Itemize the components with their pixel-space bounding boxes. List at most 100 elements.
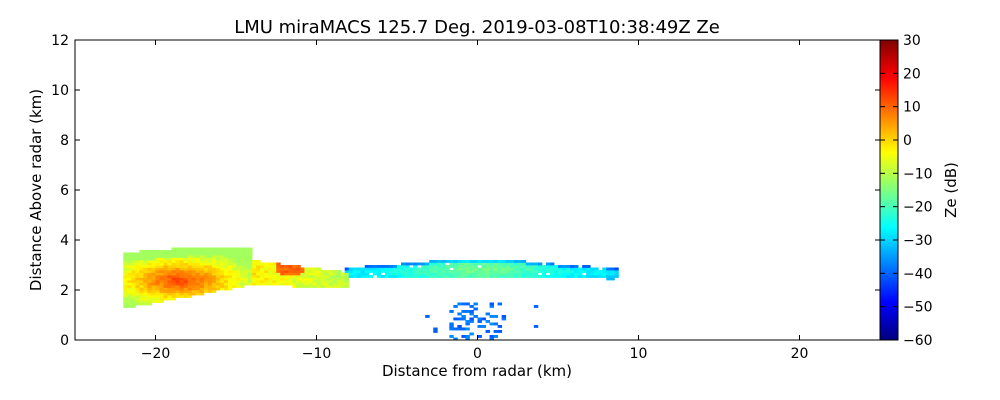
- radar-cell: [207, 265, 213, 268]
- radar-cell: [473, 307, 478, 311]
- radar-cell: [183, 292, 189, 296]
- radar-cell: [336, 282, 342, 286]
- radar-cell: [211, 270, 217, 273]
- radar-cell: [562, 265, 567, 268]
- radar-cell: [348, 270, 354, 273]
- radar-cell: [175, 257, 181, 261]
- radar-cell: [405, 275, 410, 278]
- radar-cell: [264, 277, 269, 281]
- radar-cell: [276, 265, 281, 268]
- radar-cell: [405, 262, 410, 266]
- radar-cell: [260, 275, 265, 278]
- radar-cell: [143, 260, 148, 263]
- radar-cell: [163, 272, 168, 276]
- radar-cell: [215, 282, 221, 286]
- radar-cell: [175, 280, 181, 283]
- radar-cell: [429, 272, 434, 276]
- radar-cell: [215, 287, 221, 291]
- radar-cell: [155, 277, 160, 281]
- radar-cell: [163, 295, 168, 298]
- radar-cell: [131, 252, 136, 256]
- radar-cell: [175, 290, 181, 293]
- radar-cell: [135, 290, 140, 293]
- radar-cell: [187, 247, 193, 251]
- radar-cell: [187, 265, 193, 268]
- radar-cell: [268, 270, 273, 273]
- radar-cell: [264, 282, 269, 286]
- radar-cell: [280, 282, 285, 286]
- radar-cell: [586, 272, 591, 276]
- radar-cell: [195, 262, 201, 266]
- radar-cell: [465, 322, 470, 326]
- radar-cell: [147, 300, 152, 303]
- radar-cell: [489, 302, 494, 306]
- radar-cell: [139, 255, 144, 258]
- radar-cell: [163, 250, 168, 253]
- radar-cell: [147, 250, 152, 253]
- radar-cell: [485, 275, 490, 278]
- radar-cell: [320, 275, 325, 278]
- radar-cell: [457, 265, 462, 268]
- radar-cell: [388, 275, 394, 278]
- radar-cell: [392, 275, 398, 278]
- radar-cell: [340, 285, 346, 288]
- radar-cell: [268, 272, 273, 276]
- radar-cell: [497, 262, 503, 266]
- radar-cell: [191, 265, 197, 268]
- radar-cell: [586, 267, 591, 271]
- radar-cell: [252, 272, 257, 276]
- radar-cell: [155, 272, 160, 276]
- radar-cell: [223, 250, 229, 253]
- radar-cell: [409, 272, 414, 276]
- radar-cell: [320, 280, 325, 283]
- radar-cell: [425, 265, 430, 268]
- radar-cell: [433, 327, 438, 331]
- radar-cell: [187, 250, 193, 253]
- radar-cell: [316, 277, 321, 281]
- radar-cell: [191, 267, 197, 271]
- radar-cell: [143, 302, 148, 306]
- radar-cell: [127, 287, 132, 291]
- radar-cell: [167, 280, 172, 283]
- radar-cell: [529, 270, 535, 273]
- radar-cell: [127, 305, 132, 308]
- radar-cell: [231, 252, 237, 256]
- radar-cell: [195, 287, 201, 291]
- radar-cell: [441, 275, 446, 278]
- radar-cell: [421, 262, 426, 266]
- radar-cell: [256, 282, 261, 286]
- radar-cell: [252, 270, 257, 273]
- radar-cell: [207, 285, 213, 288]
- radar-cell: [240, 275, 245, 278]
- radar-cell: [135, 302, 140, 306]
- radar-cell: [207, 272, 213, 276]
- radar-cell: [203, 255, 209, 258]
- radar-cell: [227, 287, 233, 291]
- radar-cell: [151, 260, 156, 263]
- radar-cell: [127, 262, 132, 266]
- radar-cell: [135, 257, 140, 261]
- radar-cell: [199, 247, 205, 251]
- radar-cell: [191, 280, 197, 283]
- radar-cell: [308, 275, 313, 278]
- radar-cell: [292, 277, 297, 281]
- radar-cell: [594, 270, 599, 273]
- radar-cell: [123, 300, 128, 303]
- radar-cell: [191, 275, 197, 278]
- radar-cell: [590, 272, 595, 276]
- radar-cell: [139, 282, 144, 286]
- radar-cell: [405, 270, 410, 273]
- radar-cell: [469, 305, 474, 308]
- radar-cell: [207, 277, 213, 281]
- radar-cell: [276, 272, 281, 276]
- radar-cell: [248, 262, 253, 266]
- radar-cell: [179, 287, 185, 291]
- radar-cell: [505, 265, 511, 268]
- radar-cell: [135, 267, 140, 271]
- radar-cell: [397, 272, 402, 276]
- radar-cell: [312, 277, 317, 281]
- radar-cell: [602, 270, 607, 273]
- radar-cell: [207, 252, 213, 256]
- radar-cell: [240, 262, 245, 266]
- radar-cell: [316, 272, 321, 276]
